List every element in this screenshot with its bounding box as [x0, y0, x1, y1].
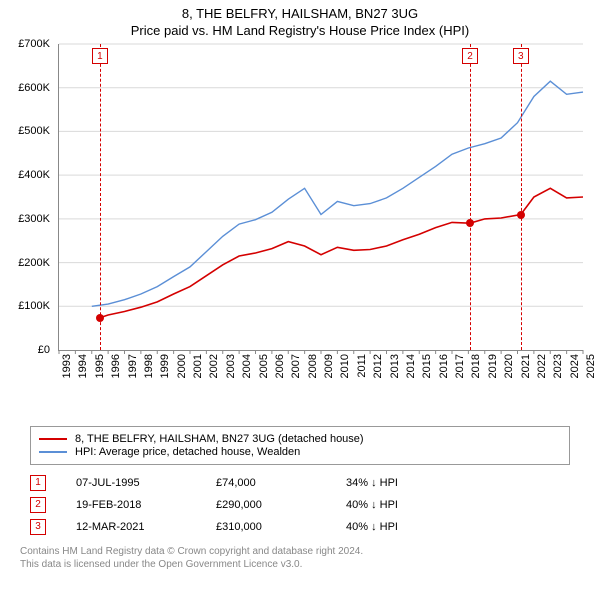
event-row-3: 3 12-MAR-2021 £310,000 40% ↓ HPI: [30, 519, 570, 535]
event-dot-3: [517, 211, 525, 219]
event-row-date: 12-MAR-2021: [76, 521, 186, 533]
x-tick-label: 2014: [405, 354, 417, 378]
x-tick-label: 2001: [192, 354, 204, 378]
event-row-diff: 34% ↓ HPI: [346, 477, 398, 489]
event-row-price: £290,000: [216, 499, 316, 511]
x-tick-label: 1996: [110, 354, 122, 378]
footer: Contains HM Land Registry data © Crown c…: [20, 545, 580, 571]
event-row-badge: 1: [30, 475, 46, 491]
chart-title-block: 8, THE BELFRY, HAILSHAM, BN27 3UG Price …: [0, 0, 600, 42]
event-dot-2: [466, 219, 474, 227]
x-tick-label: 2015: [421, 354, 433, 378]
x-tick-label: 2008: [307, 354, 319, 378]
x-tick-label: 2013: [389, 354, 401, 378]
x-tick-label: 2024: [569, 354, 581, 378]
y-tick-label: £400K: [18, 169, 50, 181]
event-row-price: £74,000: [216, 477, 316, 489]
y-tick-label: £300K: [18, 213, 50, 225]
footer-line1: Contains HM Land Registry data © Crown c…: [20, 545, 580, 558]
event-badge-2: 2: [462, 48, 478, 64]
x-tick-label: 2004: [241, 354, 253, 378]
event-row-2: 2 19-FEB-2018 £290,000 40% ↓ HPI: [30, 497, 570, 513]
x-tick-label: 2006: [274, 354, 286, 378]
event-row-badge: 2: [30, 497, 46, 513]
title-address: 8, THE BELFRY, HAILSHAM, BN27 3UG: [0, 6, 600, 21]
legend-label-hpi: HPI: Average price, detached house, Weal…: [75, 446, 300, 458]
legend-label-property: 8, THE BELFRY, HAILSHAM, BN27 3UG (detac…: [75, 433, 364, 445]
x-tick-label: 2005: [258, 354, 270, 378]
x-tick-label: 2016: [438, 354, 450, 378]
y-tick-label: £100K: [18, 300, 50, 312]
x-tick-label: 2002: [208, 354, 220, 378]
event-row-1: 1 07-JUL-1995 £74,000 34% ↓ HPI: [30, 475, 570, 491]
x-tick-label: 2025: [585, 354, 597, 378]
x-tick-label: 2022: [536, 354, 548, 378]
x-tick-label: 2011: [356, 354, 368, 378]
x-tick-label: 1994: [77, 354, 89, 378]
x-tick-label: 1999: [159, 354, 171, 378]
plot-area: 1 2 3: [58, 44, 583, 351]
x-tick-label: 2010: [339, 354, 351, 378]
chart-svg: [59, 44, 583, 350]
x-tick-label: 2007: [290, 354, 302, 378]
x-axis: 1993 1994 1995 1996 1997 1998 1999 2000 2001 2002…: [58, 354, 582, 414]
legend-swatch-hpi: [39, 451, 67, 453]
series-line-hpi: [92, 81, 583, 306]
event-line-3: [521, 44, 522, 350]
x-tick-label: 2020: [503, 354, 515, 378]
legend-swatch-property: [39, 438, 67, 440]
y-tick-label: £600K: [18, 82, 50, 94]
series-line-property: [100, 188, 583, 317]
legend-item-hpi: HPI: Average price, detached house, Weal…: [39, 446, 561, 458]
x-tick-label: 1998: [143, 354, 155, 378]
x-tick-label: 2012: [372, 354, 384, 378]
y-tick-label: £0: [38, 344, 50, 356]
x-tick-label: 2018: [470, 354, 482, 378]
legend-item-property: 8, THE BELFRY, HAILSHAM, BN27 3UG (detac…: [39, 433, 561, 445]
x-tick-label: 2003: [225, 354, 237, 378]
legend: 8, THE BELFRY, HAILSHAM, BN27 3UG (detac…: [30, 426, 570, 465]
x-tick-label: 1995: [94, 354, 106, 378]
x-tick-label: 2021: [520, 354, 532, 378]
y-tick-label: £200K: [18, 257, 50, 269]
event-line-1: [100, 44, 101, 350]
chart: £0£100K£200K£300K£400K£500K£600K£700K 12…: [10, 42, 590, 422]
event-row-date: 19-FEB-2018: [76, 499, 186, 511]
event-row-date: 07-JUL-1995: [76, 477, 186, 489]
event-row-badge: 3: [30, 519, 46, 535]
x-tick-label: 2019: [487, 354, 499, 378]
event-line-2: [470, 44, 471, 350]
event-row-price: £310,000: [216, 521, 316, 533]
y-tick-label: £500K: [18, 125, 50, 137]
event-row-diff: 40% ↓ HPI: [346, 499, 398, 511]
footer-line2: This data is licensed under the Open Gov…: [20, 558, 580, 571]
x-tick-label: 2009: [323, 354, 335, 378]
event-badge-1: 1: [92, 48, 108, 64]
y-tick-label: £700K: [18, 38, 50, 50]
event-badge-3: 3: [513, 48, 529, 64]
x-tick-label: 2000: [176, 354, 188, 378]
title-subtitle: Price paid vs. HM Land Registry's House …: [0, 23, 600, 38]
x-tick-label: 2017: [454, 354, 466, 378]
event-dot-1: [96, 314, 104, 322]
x-tick-label: 2023: [552, 354, 564, 378]
y-axis: £0£100K£200K£300K£400K£500K£600K£700K: [10, 42, 54, 352]
x-tick-label: 1993: [61, 354, 73, 378]
event-row-diff: 40% ↓ HPI: [346, 521, 398, 533]
events-table: 1 07-JUL-1995 £74,000 34% ↓ HPI 2 19-FEB-2018…: [30, 475, 570, 535]
x-tick-label: 1997: [127, 354, 139, 378]
